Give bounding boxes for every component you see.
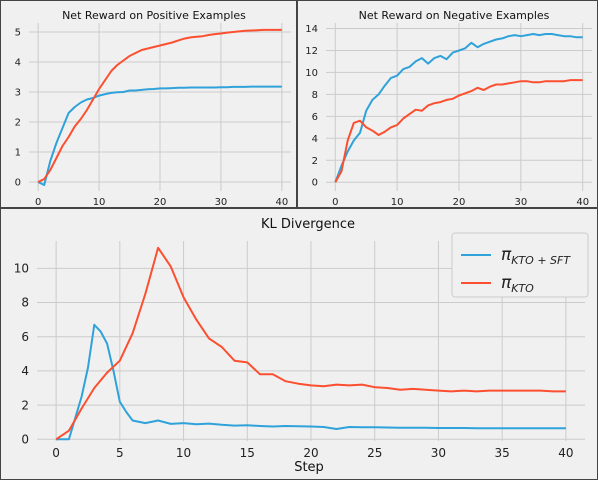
x-tick-label: 20 (303, 446, 318, 460)
y-tick-label: 10 (14, 262, 29, 276)
chart-positive-svg: Net Reward on Positive Examples 0 1 2 3 4 5 0… (15, 9, 291, 208)
x-ticks: 0 5 10 15 20 25 30 35 40 (52, 446, 573, 460)
y-tick-label: 3 (15, 88, 21, 99)
x-tick-label: 10 (391, 197, 404, 208)
chart-panel-positive: Net Reward on Positive Examples 0 1 2 3 4 5 0… (0, 0, 297, 208)
y-ticks: 0 2 4 6 8 10 (14, 262, 29, 447)
y-tick-label: 8 (312, 90, 318, 101)
y-tick-label: 6 (21, 330, 29, 344)
y-tick-label: 10 (305, 68, 318, 79)
chart-title: Net Reward on Positive Examples (62, 9, 246, 22)
series-line-red (37, 28, 282, 183)
x-tick-label: 0 (35, 197, 41, 208)
y-tick-label: 6 (312, 112, 318, 123)
series-lines (55, 246, 566, 441)
series-lines (37, 28, 282, 186)
x-tick-label: 40 (576, 197, 589, 208)
legend: πKTO + SFT πKTO (451, 232, 589, 298)
x-ticks: 0 10 20 30 40 (332, 197, 589, 208)
x-tick-label: 10 (176, 446, 191, 460)
legend-symbol: π (501, 245, 512, 265)
chart-title: Net Reward on Negative Examples (359, 9, 550, 22)
series-line-blue (334, 33, 583, 183)
y-tick-label: 0 (312, 178, 318, 189)
y-tick-label: 4 (15, 58, 21, 69)
series-line-blue (37, 85, 282, 186)
y-tick-label: 12 (305, 46, 318, 57)
x-ticks: 0 10 20 30 40 (35, 197, 288, 208)
gridlines (37, 241, 585, 441)
y-tick-label: 2 (15, 118, 21, 129)
legend-box (451, 232, 589, 298)
x-tick-label: 35 (495, 446, 510, 460)
legend-symbol: π (501, 273, 512, 293)
legend-subscript: KTO + SFT (511, 254, 571, 267)
y-tick-label: 2 (312, 156, 318, 167)
y-tick-label: 2 (21, 398, 29, 412)
x-tick-label: 20 (154, 197, 167, 208)
x-tick-label: 20 (453, 197, 466, 208)
y-tick-label: 8 (21, 296, 29, 310)
series-line-blue (56, 323, 566, 441)
x-tick-label: 10 (93, 197, 106, 208)
x-tick-label: 5 (116, 446, 124, 460)
chart-panel-negative: Net Reward on Negative Examples 0 2 4 6 8 10 1… (297, 0, 598, 208)
legend-label-series-0: πKTO + SFT (501, 245, 571, 267)
chart-title: KL Divergence (261, 217, 355, 232)
x-tick-label: 30 (215, 197, 228, 208)
x-tick-label: 25 (367, 446, 382, 460)
y-ticks: 0 2 4 6 8 10 12 14 (305, 24, 318, 189)
chart-kl-svg: KL Divergence 0 2 4 6 8 10 0 5 10 15 20 25 30 35 40 S… (14, 217, 589, 475)
series-lines (334, 33, 583, 183)
series-line-red (55, 246, 566, 441)
y-tick-label: 4 (312, 134, 318, 145)
chart-panel-kl: KL Divergence 0 2 4 6 8 10 0 5 10 15 20 25 30 35 40 S… (0, 208, 598, 480)
y-tick-label: 4 (21, 364, 29, 378)
y-tick-label: 1 (15, 148, 21, 159)
x-tick-label: 40 (275, 197, 288, 208)
x-tick-label: 0 (52, 446, 60, 460)
y-tick-label: 0 (21, 432, 29, 446)
x-tick-label: 0 (332, 197, 338, 208)
y-tick-label: 14 (305, 24, 318, 35)
series-line-red (334, 79, 583, 183)
x-tick-label: 40 (558, 446, 573, 460)
chart-negative-svg: Net Reward on Negative Examples 0 2 4 6 8 10 1… (305, 9, 592, 208)
y-tick-label: 5 (15, 28, 21, 39)
gridlines (326, 23, 592, 191)
x-tick-label: 30 (514, 197, 527, 208)
x-tick-label: 15 (240, 446, 255, 460)
x-axis-label: Step (294, 460, 324, 475)
x-tick-label: 30 (431, 446, 446, 460)
legend-subscript: KTO (511, 282, 534, 295)
gridlines (29, 23, 291, 191)
y-tick-label: 0 (15, 178, 21, 189)
legend-label-series-1: πKTO (501, 273, 534, 295)
y-ticks: 0 1 2 3 4 5 (15, 28, 21, 189)
